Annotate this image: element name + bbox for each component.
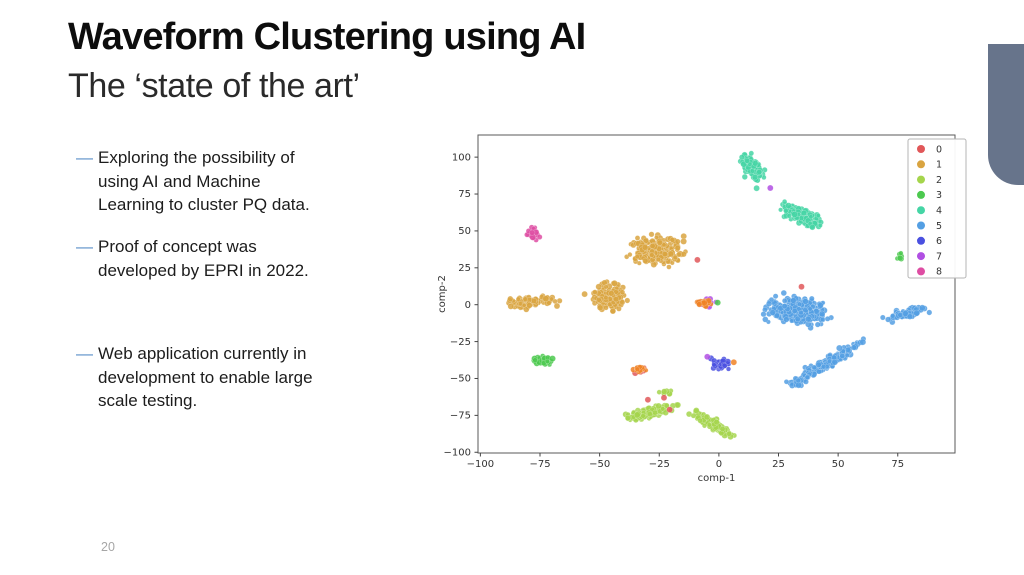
bullet-dash-icon: — bbox=[76, 344, 93, 363]
legend-label: 0 bbox=[936, 144, 942, 155]
legend-dot-icon bbox=[917, 206, 925, 215]
legend-dot-icon bbox=[917, 252, 925, 261]
bullet-text: Proof of concept was developed by EPRI i… bbox=[98, 237, 309, 280]
legend-dot-icon bbox=[917, 145, 925, 153]
legend-dot-icon bbox=[917, 160, 925, 169]
svg-text:50: 50 bbox=[458, 226, 471, 237]
svg-text:0: 0 bbox=[716, 459, 722, 470]
svg-text:75: 75 bbox=[458, 189, 471, 200]
svg-text:−75: −75 bbox=[529, 459, 550, 470]
svg-text:−75: −75 bbox=[450, 411, 471, 422]
bullet-text: Exploring the possibility of using AI an… bbox=[98, 148, 310, 214]
legend-label: 1 bbox=[936, 160, 942, 171]
legend-label: 8 bbox=[936, 267, 942, 278]
bullet-text: Web application currently in development… bbox=[98, 344, 313, 410]
svg-text:−50: −50 bbox=[589, 459, 610, 470]
page-number: 20 bbox=[101, 540, 115, 554]
scatter-points bbox=[505, 150, 933, 440]
svg-text:−50: −50 bbox=[450, 374, 471, 385]
accent-shape bbox=[988, 44, 1024, 185]
legend-dot-icon bbox=[917, 190, 925, 199]
legend-label: 7 bbox=[936, 251, 942, 262]
svg-text:0: 0 bbox=[465, 300, 471, 311]
legend-label: 2 bbox=[936, 175, 942, 186]
legend-label: 3 bbox=[936, 190, 942, 201]
svg-text:25: 25 bbox=[772, 459, 785, 470]
cluster-scatter-chart: −100 −75 −50 −25 0 25 50 75 100 75 50 25 0 −25 −50 −75−… bbox=[430, 126, 975, 488]
slide-title: Waveform Clustering using AI bbox=[68, 16, 586, 58]
svg-text:−100: −100 bbox=[444, 447, 471, 458]
x-axis-label: comp-1 bbox=[698, 473, 736, 484]
legend-dot-icon bbox=[917, 267, 925, 276]
bullet-dash-icon: — bbox=[76, 148, 93, 167]
svg-text:25: 25 bbox=[458, 263, 471, 274]
svg-text:50: 50 bbox=[832, 459, 845, 470]
legend-dot-icon bbox=[917, 175, 925, 184]
plot-area bbox=[477, 134, 956, 454]
svg-text:−25: −25 bbox=[649, 459, 670, 470]
axes: −100 −75 −50 −25 0 25 50 75 100 75 50 25 0 −25 −50 −75 −… bbox=[437, 152, 904, 484]
svg-text:100: 100 bbox=[452, 152, 471, 163]
y-axis-label: comp-2 bbox=[437, 275, 448, 313]
legend-label: 4 bbox=[936, 206, 942, 217]
chart-legend: 0 1 2 3 4 5 6 7 8 bbox=[907, 138, 967, 279]
bullet-item: — Proof of concept was developed by EPRI… bbox=[76, 235, 320, 282]
bullet-item: — Exploring the possibility of using AI … bbox=[76, 146, 320, 217]
legend-label: 5 bbox=[936, 221, 942, 232]
svg-text:−25: −25 bbox=[450, 337, 471, 348]
bullet-dash-icon: — bbox=[76, 237, 93, 256]
legend-dot-icon bbox=[917, 236, 925, 245]
slide-subtitle: The ‘state of the art’ bbox=[68, 67, 360, 105]
legend-label: 6 bbox=[936, 236, 942, 247]
svg-text:−100: −100 bbox=[467, 459, 494, 470]
svg-text:75: 75 bbox=[891, 459, 904, 470]
bullet-item: — Web application currently in developme… bbox=[76, 342, 320, 413]
legend-dot-icon bbox=[917, 221, 925, 230]
